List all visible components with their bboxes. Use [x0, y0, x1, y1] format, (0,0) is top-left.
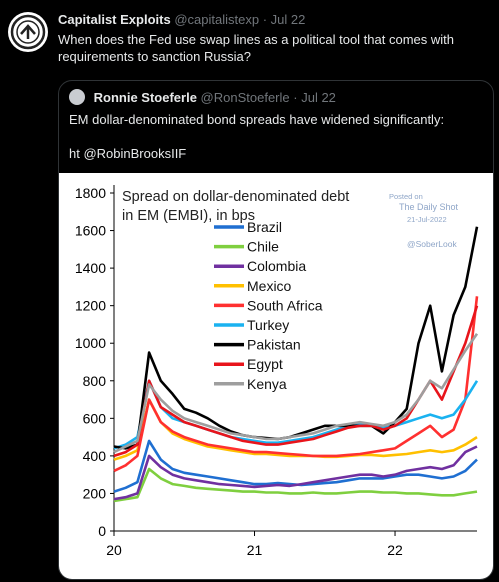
- quoted-tweet-date[interactable]: Jul 22: [301, 90, 336, 105]
- y-tick-label: 1200: [75, 298, 106, 314]
- tweet-text: When does the Fed use swap lines as a po…: [58, 31, 488, 65]
- x-tick-label: 21: [247, 542, 263, 558]
- legend-label: Chile: [247, 239, 279, 255]
- author-avatar[interactable]: [8, 12, 48, 52]
- y-tick-label: 1800: [75, 185, 106, 201]
- legend-label: Egypt: [247, 356, 283, 372]
- legend-label: Turkey: [247, 317, 289, 333]
- legend-label: Pakistan: [247, 337, 301, 353]
- y-tick-label: 800: [83, 373, 107, 389]
- y-tick-label: 400: [83, 448, 107, 464]
- author-name[interactable]: Capitalist Exploits: [58, 12, 171, 27]
- series-line: [114, 296, 477, 471]
- y-tick-label: 1000: [75, 335, 106, 351]
- quoted-author-avatar[interactable]: [69, 89, 85, 105]
- legend-label: Brazil: [247, 219, 282, 235]
- capitalist-exploits-logo-icon: [8, 12, 48, 52]
- tweet-date[interactable]: Jul 22: [271, 12, 306, 27]
- y-tick-label: 200: [83, 485, 107, 501]
- quoted-tweet-text: EM dollar-denominated bond spreads have …: [69, 111, 489, 162]
- separator-dot: ·: [263, 12, 267, 27]
- quoted-author-name[interactable]: Ronnie Stoeferle: [94, 90, 197, 105]
- chart-title-line: in EM (EMBI), in bps: [122, 208, 255, 224]
- y-tick-label: 600: [83, 410, 107, 426]
- legend-label: Mexico: [247, 278, 292, 294]
- legend-label: Kenya: [247, 376, 287, 392]
- quoted-author-handle[interactable]: @RonStoeferle: [201, 90, 290, 105]
- y-tick-label: 1400: [75, 260, 106, 276]
- author-handle[interactable]: @capitalistexp: [174, 12, 259, 27]
- quoted-tweet-header: Ronnie Stoeferle @RonStoeferle · Jul 22: [69, 89, 336, 105]
- chart-title-line: Spread on dollar-denominated debt: [122, 189, 349, 205]
- legend-label: Colombia: [247, 258, 306, 274]
- separator-dot: ·: [293, 90, 297, 105]
- line-chart: 0 200 400 600 800 1000 1200 1400 1600 1800 20 21 22 S…: [59, 173, 494, 580]
- x-tick-label: 22: [387, 542, 403, 558]
- watermark-handle: @SoberLook: [407, 239, 457, 249]
- y-tick-label: 0: [98, 523, 106, 539]
- quoted-tweet[interactable]: Ronnie Stoeferle @RonStoeferle · Jul 22 …: [58, 80, 494, 580]
- watermark-posted-on: Posted on: [389, 192, 423, 201]
- legend-label: South Africa: [247, 297, 323, 313]
- chart-image[interactable]: 0 200 400 600 800 1000 1200 1400 1600 1800 20 21 22 S…: [59, 173, 494, 580]
- tweet-header: Capitalist Exploits @capitalistexp · Jul…: [58, 12, 305, 27]
- x-tick-label: 20: [106, 542, 122, 558]
- y-tick-label: 1600: [75, 223, 106, 239]
- watermark-date: 21-Jul-2022: [407, 215, 447, 224]
- watermark-source: The Daily Shot: [399, 202, 459, 212]
